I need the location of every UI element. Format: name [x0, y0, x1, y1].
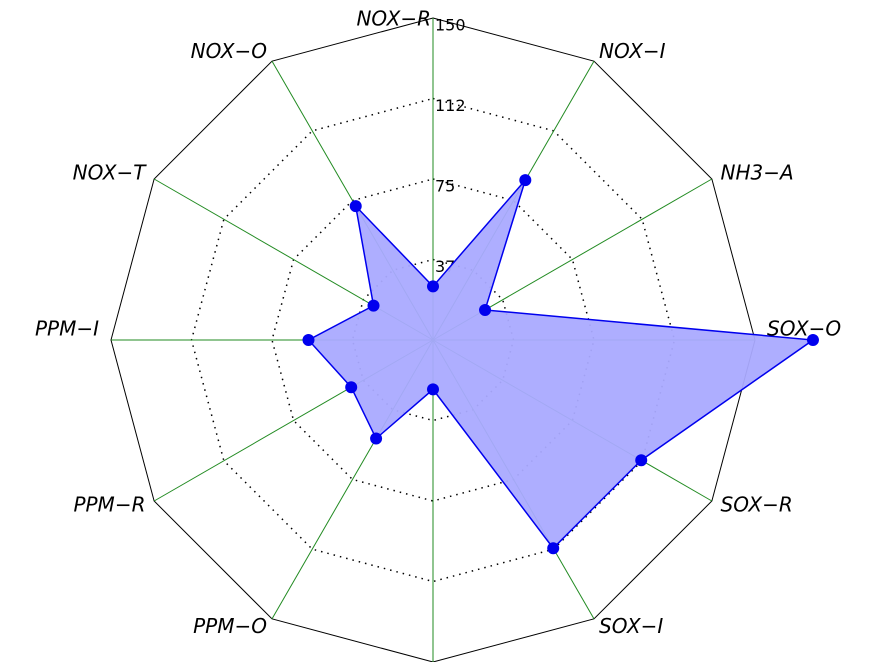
- r-tick-label: 150: [435, 16, 466, 35]
- category-label: NOX−R: [356, 7, 431, 31]
- category-label: NH3−A: [721, 161, 794, 185]
- data-point: [427, 383, 439, 396]
- data-point: [547, 542, 560, 555]
- category-label: NOX−O: [191, 39, 267, 63]
- data-point: [367, 299, 380, 312]
- category-label: PPM−I: [35, 317, 99, 341]
- data-point: [302, 334, 315, 346]
- data-point: [370, 432, 383, 445]
- category-label: SOX−R: [721, 493, 793, 517]
- data-point: [806, 334, 819, 346]
- data-point: [635, 454, 648, 467]
- data-point: [349, 200, 362, 213]
- category-label: PPM−R: [73, 493, 145, 517]
- r-tick-label: 75: [435, 177, 455, 196]
- data-point: [519, 174, 532, 187]
- category-label: SOX−O: [767, 317, 841, 341]
- category-label: PPM−O: [193, 614, 267, 638]
- r-tick-label: 112: [435, 96, 466, 115]
- category-label: NOX−T: [73, 161, 148, 185]
- category-label: NOX−I: [599, 39, 666, 63]
- data-point: [479, 303, 492, 316]
- data-point: [427, 280, 439, 293]
- data-point: [345, 381, 358, 394]
- category-label: SOX−I: [599, 614, 663, 638]
